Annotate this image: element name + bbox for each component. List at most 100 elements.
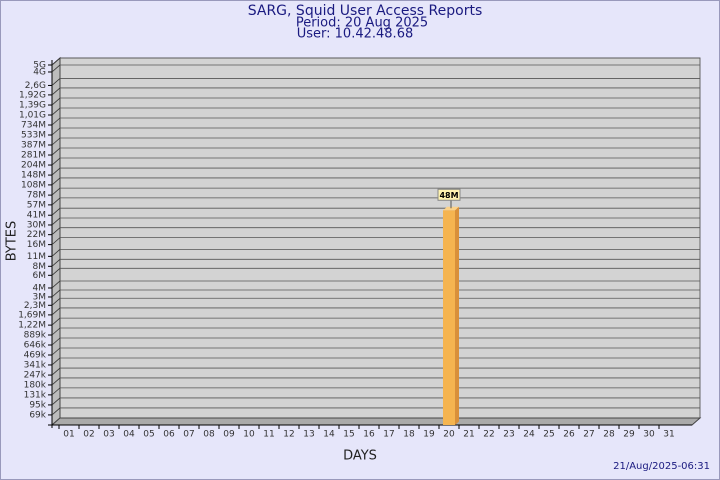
grid-line (51, 317, 61, 326)
x-tick-label: 28 (603, 430, 615, 440)
timestamp: 21/Aug/2025-06:31 (613, 461, 710, 472)
y-tick-label: 646k (24, 340, 47, 350)
x-tick-label: 08 (203, 430, 215, 440)
grid-line (51, 57, 61, 66)
y-tick-label: 131k (24, 390, 47, 400)
chart-user: User: 10.42.48.68 (297, 27, 413, 42)
y-tick-label: 247k (24, 371, 47, 381)
x-tick-label: 07 (183, 430, 194, 440)
x-tick-label: 20 (443, 430, 455, 440)
y-tick-label: 889k (24, 331, 47, 341)
x-tick-label: 30 (643, 430, 655, 440)
grid-line (51, 107, 61, 116)
y-tick-label: 4G (33, 67, 46, 77)
y-tick-label: 16M (27, 240, 46, 250)
y-tick-label: 1,69M (18, 310, 46, 320)
grid-line (51, 64, 61, 73)
bar-group: 48M (437, 188, 461, 425)
x-tick-label: 24 (523, 430, 535, 440)
x-tick-label: 21 (463, 430, 474, 440)
grid-line (51, 407, 61, 416)
grid-line (51, 137, 61, 146)
x-tick-label: 27 (583, 430, 594, 440)
y-tick-label: 22M (27, 230, 46, 240)
y-tick-label: 469k (24, 351, 47, 361)
x-tick-label: 11 (263, 430, 274, 440)
y-tick-label: 2,6G (25, 81, 46, 91)
grid-line (51, 167, 61, 176)
bar-side (455, 206, 459, 425)
bar-top (443, 206, 459, 211)
x-tick-label: 26 (563, 430, 575, 440)
grid-line (51, 87, 61, 96)
grid-line (51, 227, 61, 235)
y-tick-label: 57M (27, 200, 46, 210)
grid-line (51, 337, 61, 346)
y-tick-label: 108M (21, 180, 46, 190)
grid-line (51, 387, 61, 396)
y-tick-label: 734M (21, 120, 46, 130)
grid-line (51, 289, 61, 298)
y-tick-label: 30M (27, 220, 46, 230)
grid-line (51, 357, 61, 366)
x-tick-label: 17 (383, 430, 394, 440)
grid-line (51, 217, 61, 226)
x-tick-label: 02 (83, 430, 94, 440)
grid-line (51, 197, 61, 206)
y-tick-label: 1,22M (18, 321, 46, 331)
x-tick-label: 16 (363, 430, 375, 440)
grid-line (51, 377, 61, 386)
y-tick-label: 204M (21, 161, 46, 171)
y-axis-label: BYTES (5, 221, 20, 262)
x-tick-label: 12 (283, 430, 294, 440)
x-tick-label: 22 (483, 430, 494, 440)
grid-line (51, 157, 61, 166)
x-tick-label: 18 (403, 430, 415, 440)
chart-title: SARG, Squid User Access Reports (248, 3, 483, 19)
y-tick-label: 11M (27, 252, 46, 262)
value-label-box (437, 188, 461, 201)
y-tick-label: 6M (33, 271, 47, 281)
y-tick-label: 387M (21, 141, 46, 151)
grid-line (51, 187, 61, 196)
grid-line (51, 327, 61, 336)
x-axis-label: DAYS (343, 449, 377, 464)
grid-line (51, 147, 61, 156)
y-tick-label: 69k (29, 410, 46, 420)
y-tick-label: 4M (33, 283, 47, 293)
x-tick-label: 09 (223, 430, 235, 440)
grid-line (51, 127, 61, 136)
x-tick-label: 31 (663, 430, 674, 440)
chart-subtitle: Period: 20 Aug 2025 (296, 16, 428, 31)
grid-line (51, 177, 61, 186)
grid-line (51, 259, 61, 267)
value-label: 48M (439, 191, 458, 200)
x-tick-label: 03 (103, 430, 114, 440)
y-tick-label: 1,92G (19, 90, 46, 100)
y-tick-label: 41M (27, 211, 46, 221)
y-tick-label: 5G (33, 61, 46, 71)
x-tick-label: 10 (243, 430, 255, 440)
x-tick-label: 15 (343, 430, 354, 440)
x-tick-label: 14 (323, 430, 335, 440)
y-tick-label: 281M (21, 151, 46, 161)
grid-line (51, 78, 61, 86)
grid-line (51, 367, 61, 376)
plot-area (48, 56, 702, 428)
y-tick-label: 2,3M (24, 301, 46, 311)
y-tick-label: 1,39G (19, 101, 46, 111)
y-tick-label: 8M (33, 262, 47, 272)
grid-line (51, 117, 61, 126)
y-tick-label: 148M (21, 171, 46, 181)
x-tick-label: 23 (503, 430, 514, 440)
x-tick-label: 04 (123, 430, 135, 440)
grid-line (51, 267, 61, 276)
grid-line (51, 347, 61, 356)
y-tick-label: 341k (24, 360, 47, 370)
grid-line (51, 280, 61, 289)
x-tick-label: 05 (143, 430, 154, 440)
grid-line (51, 297, 61, 306)
x-tick-label: 01 (63, 430, 74, 440)
grid-line (51, 307, 61, 316)
